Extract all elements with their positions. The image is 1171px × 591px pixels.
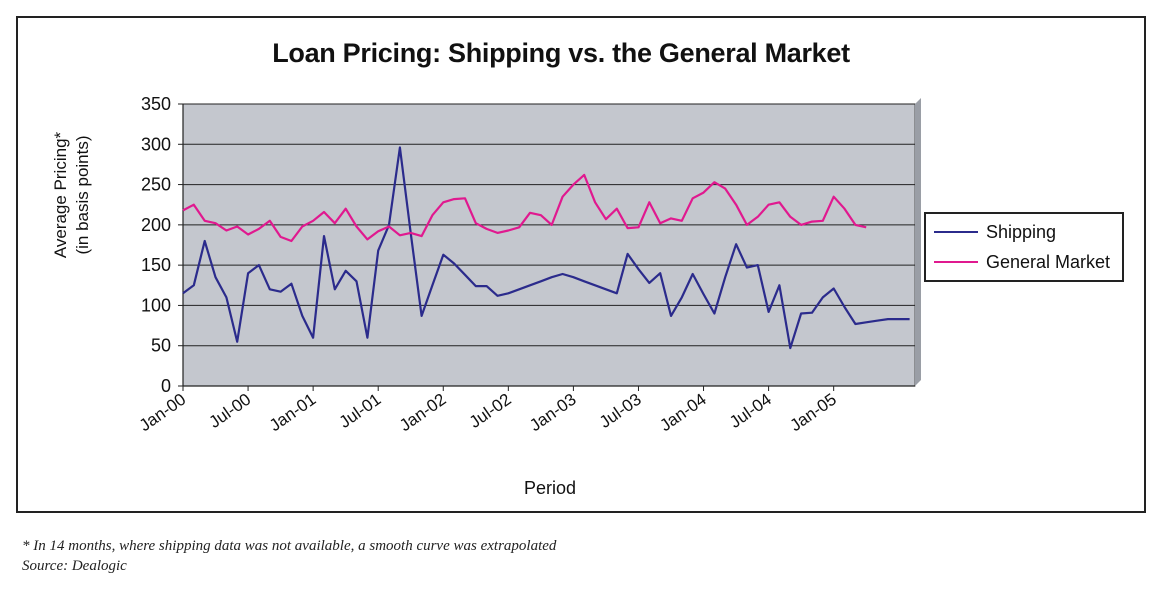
x-tick-label: Jan-05 bbox=[786, 390, 839, 435]
y-tick-label: 150 bbox=[141, 255, 171, 275]
y-tick-label: 300 bbox=[141, 134, 171, 154]
x-tick-label: Jan-02 bbox=[396, 390, 449, 435]
legend-label-shipping: Shipping bbox=[986, 221, 1057, 242]
x-tick-label: Jan-00 bbox=[136, 390, 189, 435]
x-axis-label: Period bbox=[523, 478, 577, 498]
legend-item-general-market: General Market bbox=[934, 250, 1110, 274]
footnote-text: * In 14 months, where shipping data was … bbox=[22, 538, 557, 554]
x-tick-label: Jul-02 bbox=[466, 390, 515, 432]
legend-swatch-general-market bbox=[934, 261, 978, 263]
plot-area bbox=[182, 103, 916, 387]
series-line-general-market bbox=[182, 173, 867, 243]
y-tick-label: 350 bbox=[141, 94, 171, 114]
y-tick-label: 100 bbox=[141, 295, 171, 315]
x-tick-label: Jan-01 bbox=[266, 390, 319, 435]
x-tick-label: Jan-03 bbox=[526, 390, 579, 435]
legend-label-general-market: General Market bbox=[986, 251, 1111, 272]
y-tick-label: 250 bbox=[141, 175, 171, 195]
x-tick-label: Jul-03 bbox=[596, 390, 645, 432]
footnote-block: * In 14 months, where shipping data was … bbox=[22, 536, 556, 576]
source-text: Source: Dealogic bbox=[22, 558, 127, 574]
y-tick-label: 50 bbox=[151, 336, 171, 356]
x-tick-label: Jan-04 bbox=[656, 390, 709, 435]
x-tick-label: Jul-01 bbox=[336, 390, 385, 432]
chart-title: Loan Pricing: Shipping vs. the General M… bbox=[272, 38, 850, 68]
x-tick-label: Jul-04 bbox=[726, 390, 775, 432]
legend-item-shipping: Shipping bbox=[934, 220, 1056, 244]
y-tick-label: 0 bbox=[161, 376, 171, 396]
legend-swatch-shipping bbox=[934, 231, 978, 233]
x-tick-label: Jul-00 bbox=[206, 390, 255, 432]
series-line-shipping bbox=[182, 146, 910, 350]
chart-legend: Shipping General Market bbox=[924, 212, 1124, 282]
y-tick-label: 200 bbox=[141, 215, 171, 235]
plot-area-side bbox=[915, 98, 921, 386]
